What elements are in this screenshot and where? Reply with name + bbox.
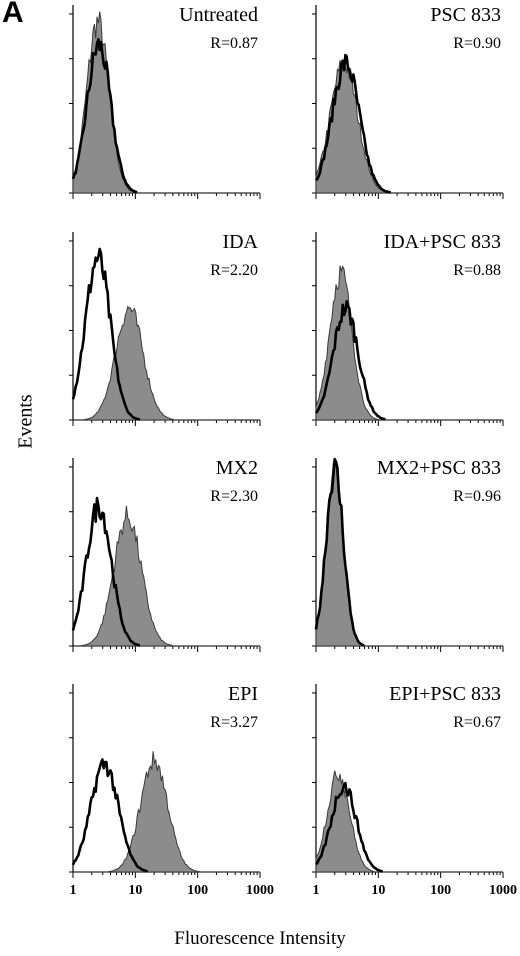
x-tick-label: 1 <box>313 883 320 898</box>
panel-title: IDA+PSC 833 <box>384 231 501 253</box>
filled-histogram <box>73 751 260 873</box>
panel-title: EPI <box>228 683 258 705</box>
ratio-label: R=0.96 <box>453 488 501 505</box>
panel-title: MX2 <box>216 457 258 479</box>
x-tick-label: 10 <box>128 883 142 898</box>
ratio-label: R=3.27 <box>210 714 258 731</box>
open-histogram <box>314 300 386 421</box>
x-tick-label: 100 <box>430 883 451 898</box>
x-axis-label: Fluorescence Intensity <box>174 928 346 949</box>
open-histogram <box>315 781 383 873</box>
filled-histogram <box>315 59 503 194</box>
ratio-label: R=0.87 <box>210 35 258 52</box>
ratio-label: R=2.20 <box>210 262 258 279</box>
x-tick-label: 1000 <box>246 883 274 898</box>
filled-histogram <box>73 505 260 647</box>
panel-title: PSC 833 <box>430 4 501 26</box>
x-tick-label: 1 <box>70 883 77 898</box>
x-tick-label: 1000 <box>489 883 517 898</box>
panel-title: MX2+PSC 833 <box>377 457 501 479</box>
open-histogram <box>71 38 138 194</box>
filled-histogram <box>315 265 503 421</box>
ratio-label: R=0.88 <box>453 262 501 279</box>
x-tick-label: 10 <box>371 883 385 898</box>
filled-histogram <box>315 770 503 873</box>
ratio-label: R=2.30 <box>210 488 258 505</box>
panel-title: IDA <box>222 231 258 253</box>
open-histogram <box>71 758 148 873</box>
x-tick-label: 100 <box>187 883 208 898</box>
ratio-label: R=0.67 <box>453 714 501 731</box>
filled-histogram <box>73 305 260 421</box>
panel-title: Untreated <box>179 4 258 26</box>
open-histogram <box>71 496 141 647</box>
open-histogram <box>314 457 365 647</box>
open-histogram <box>71 247 141 421</box>
ratio-label: R=0.90 <box>453 35 501 52</box>
panel-letter: A <box>2 0 24 29</box>
panel-title: EPI+PSC 833 <box>389 683 501 705</box>
open-histogram <box>315 53 391 194</box>
